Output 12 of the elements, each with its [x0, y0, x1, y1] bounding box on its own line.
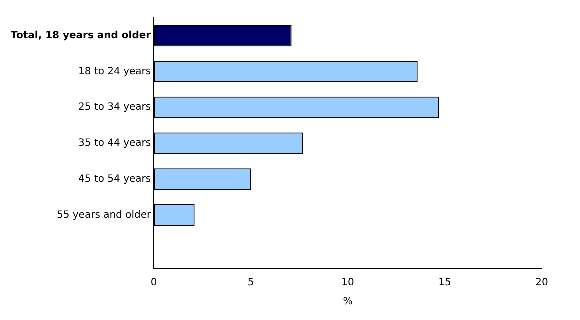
y-tick-label: 25 to 34 years: [78, 102, 152, 114]
y-tick-label: 35 to 44 years: [78, 138, 152, 150]
y-tick-label: 45 to 54 years: [78, 174, 152, 185]
x-tick-label: 15: [438, 278, 452, 289]
x-tick-label: 20: [536, 278, 548, 289]
y-tick-label: Total, 18 years and older: [10, 30, 152, 42]
y-tick-label: 18 to 24 years: [78, 66, 152, 78]
x-axis-title: %: [343, 296, 353, 308]
x-tick-label: 5: [248, 278, 254, 289]
x-tick-label: 0: [150, 278, 158, 289]
y-tick-label: 55 years and older: [56, 210, 152, 221]
x-tick-label: 10: [342, 278, 354, 289]
